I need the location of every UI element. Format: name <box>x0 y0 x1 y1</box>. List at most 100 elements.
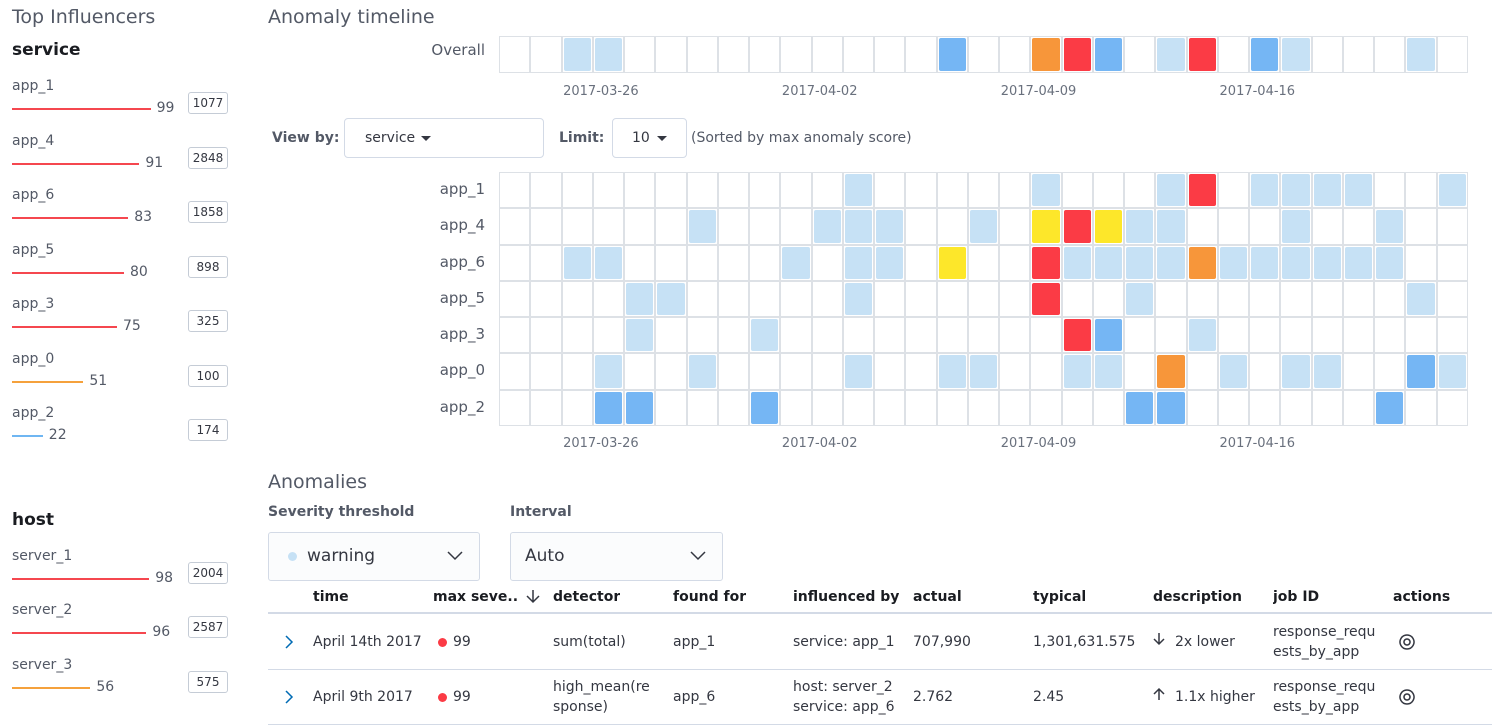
sort-arrow[interactable] <box>526 589 540 604</box>
heatmap-cell[interactable] <box>1376 246 1404 279</box>
heatmap-cell[interactable] <box>1438 355 1466 388</box>
heatmap-cell[interactable] <box>594 355 623 388</box>
heatmap-cell[interactable] <box>1126 282 1154 316</box>
influencer-name[interactable]: app_5 <box>12 241 55 258</box>
heatmap-cell[interactable] <box>1219 246 1248 279</box>
heatmap-cell[interactable] <box>1157 210 1185 243</box>
heatmap-cell[interactable] <box>1376 391 1404 424</box>
heatmap-cell[interactable] <box>813 210 841 243</box>
heatmap-cell[interactable] <box>1157 246 1185 279</box>
heatmap-cell[interactable] <box>751 319 779 352</box>
column-header[interactable]: time <box>313 589 349 605</box>
heatmap-cell[interactable] <box>594 391 623 424</box>
heatmap-cell[interactable] <box>1094 210 1123 243</box>
heatmap-cell[interactable] <box>1282 174 1310 207</box>
heatmap-cell[interactable] <box>1407 38 1435 71</box>
influencer-name[interactable]: app_2 <box>12 405 55 421</box>
influencer-name[interactable]: app_6 <box>12 187 55 203</box>
heatmap-cell[interactable] <box>844 282 873 316</box>
heatmap-cell[interactable] <box>1407 282 1435 316</box>
heatmap-cell[interactable] <box>1063 319 1091 352</box>
heatmap-cell[interactable] <box>751 391 779 424</box>
influencer-name[interactable]: app_0 <box>12 350 55 367</box>
heatmap-cell[interactable] <box>688 210 716 243</box>
heatmap-cell[interactable] <box>1376 210 1404 243</box>
heatmap-cell[interactable] <box>969 210 998 243</box>
heatmap-cell[interactable] <box>626 319 654 352</box>
column-header[interactable]: actions <box>1393 589 1451 605</box>
heatmap-cell[interactable] <box>1251 246 1279 279</box>
influencer-name[interactable]: app_3 <box>12 296 55 312</box>
column-header[interactable]: job ID <box>1273 589 1320 605</box>
heatmap-cell[interactable] <box>1344 246 1373 279</box>
heatmap-cell[interactable] <box>1313 174 1341 207</box>
heatmap-cell[interactable] <box>1188 319 1216 352</box>
heatmap-cell[interactable] <box>594 246 623 279</box>
view-by-select[interactable]: service <box>344 118 544 158</box>
expand-row[interactable] <box>284 635 294 650</box>
heatmap-cell[interactable] <box>1313 355 1341 388</box>
heatmap-cell[interactable] <box>1032 174 1060 207</box>
heatmap-cell[interactable] <box>1438 174 1466 207</box>
heatmap-cell[interactable] <box>1126 246 1154 279</box>
heatmap-cell[interactable] <box>1063 355 1091 388</box>
heatmap-cell[interactable] <box>688 355 716 388</box>
heatmap-cell[interactable] <box>938 246 966 279</box>
heatmap-cell[interactable] <box>1126 391 1154 424</box>
column-header[interactable]: actual <box>913 589 962 605</box>
influencer-name[interactable]: app_4 <box>12 132 55 149</box>
heatmap-cell[interactable] <box>1344 174 1373 207</box>
interval-select[interactable]: Auto <box>510 532 723 581</box>
heatmap-cell[interactable] <box>844 246 873 279</box>
actions-gear[interactable] <box>1397 687 1417 707</box>
influencer-name[interactable]: app_1 <box>12 78 55 94</box>
heatmap-cell[interactable] <box>1063 246 1091 279</box>
heatmap-cell[interactable] <box>844 355 873 388</box>
heatmap-cell[interactable] <box>844 174 873 207</box>
column-header[interactable]: max seve... <box>433 589 518 605</box>
heatmap-cell[interactable] <box>1407 355 1435 388</box>
heatmap-cell[interactable] <box>657 282 685 316</box>
heatmap-cell[interactable] <box>626 391 654 424</box>
heatmap-cell[interactable] <box>876 246 904 279</box>
heatmap-cell[interactable] <box>938 355 966 388</box>
chevron-down[interactable] <box>446 550 464 562</box>
heatmap-cell[interactable] <box>876 210 904 243</box>
heatmap-cell[interactable] <box>1313 246 1341 279</box>
heatmap-cell[interactable] <box>1157 174 1185 207</box>
heatmap-cell[interactable] <box>1219 355 1248 388</box>
heatmap-cell[interactable] <box>1094 355 1123 388</box>
influencer-name[interactable]: server_3 <box>12 656 73 673</box>
heatmap-cell[interactable] <box>1032 282 1060 316</box>
heatmap-cell[interactable] <box>1188 246 1216 279</box>
heatmap-cell[interactable] <box>563 38 591 71</box>
heatmap-cell[interactable] <box>1063 38 1091 71</box>
column-header[interactable]: detector <box>553 589 621 605</box>
heatmap-cell[interactable] <box>563 246 591 279</box>
heatmap-cell[interactable] <box>1032 246 1060 279</box>
column-header[interactable]: description <box>1153 589 1242 605</box>
heatmap-cell[interactable] <box>782 246 810 279</box>
heatmap-cell[interactable] <box>1251 38 1279 71</box>
heatmap-cell[interactable] <box>1251 174 1279 207</box>
heatmap-cell[interactable] <box>969 355 998 388</box>
actions-gear[interactable] <box>1397 632 1417 652</box>
column-header[interactable]: influenced by <box>793 589 900 605</box>
column-header[interactable]: found for <box>673 589 747 605</box>
heatmap-cell[interactable] <box>1282 38 1310 71</box>
heatmap-cell[interactable] <box>1063 210 1091 243</box>
heatmap-cell[interactable] <box>1157 355 1185 388</box>
heatmap-cell[interactable] <box>1032 38 1060 71</box>
influencer-name[interactable]: server_1 <box>12 547 73 564</box>
expand-row[interactable] <box>284 690 294 705</box>
heatmap-cell[interactable] <box>1282 246 1310 279</box>
heatmap-cell[interactable] <box>1282 210 1310 243</box>
heatmap-cell[interactable] <box>1032 210 1060 243</box>
heatmap-cell[interactable] <box>1282 355 1310 388</box>
column-header[interactable]: typical <box>1033 589 1087 605</box>
heatmap-cell[interactable] <box>1094 246 1123 279</box>
heatmap-cell[interactable] <box>594 38 623 71</box>
influencer-name[interactable]: server_2 <box>12 602 73 618</box>
heatmap-cell[interactable] <box>1188 38 1216 71</box>
heatmap-cell[interactable] <box>1126 210 1154 243</box>
